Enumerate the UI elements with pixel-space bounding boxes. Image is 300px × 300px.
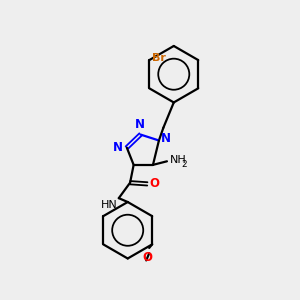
Text: O: O [142,251,152,264]
Text: NH: NH [170,155,187,165]
Text: N: N [135,118,145,131]
Text: 2: 2 [181,160,187,169]
Text: HN: HN [100,200,117,210]
Text: N: N [113,140,123,154]
Text: N: N [161,132,171,145]
Text: Br: Br [152,53,166,63]
Text: O: O [150,177,160,190]
